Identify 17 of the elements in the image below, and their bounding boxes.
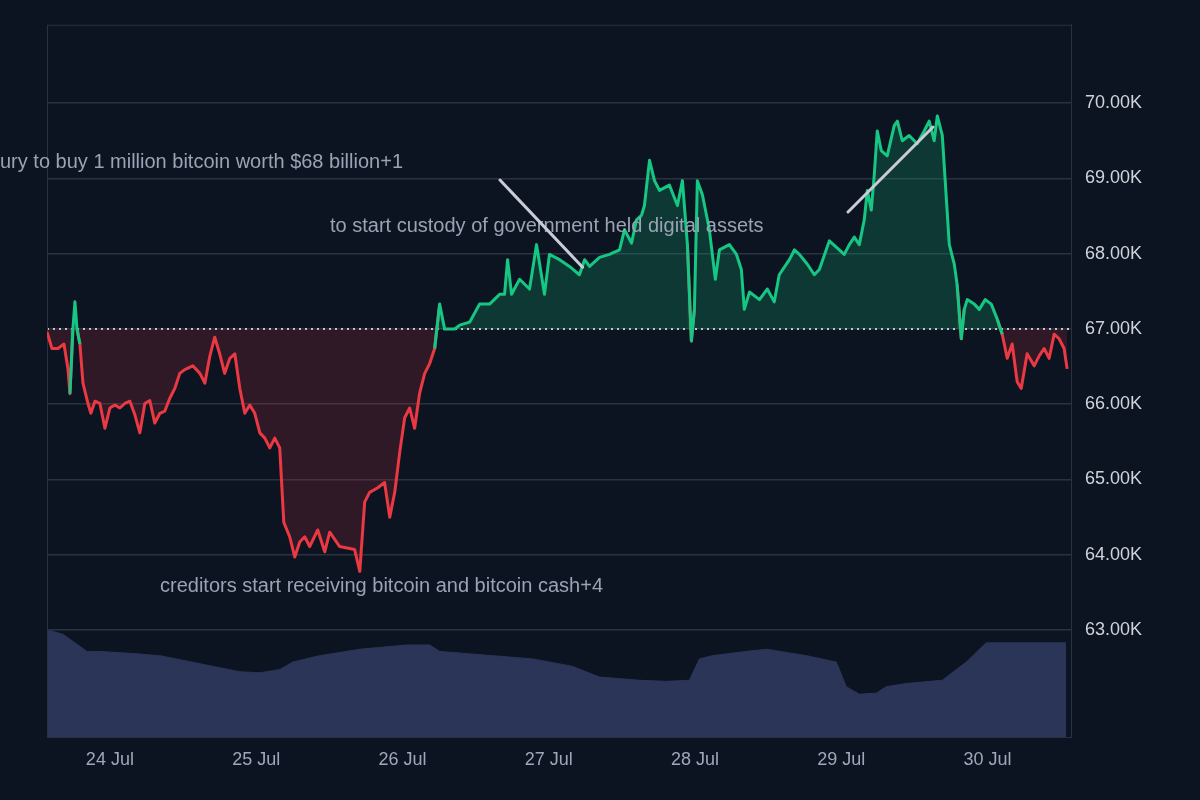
annotation: ury to buy 1 million bitcoin worth $68 billion+1 bbox=[0, 150, 403, 172]
y-tick-label: 69.00K bbox=[1085, 167, 1143, 188]
x-tick-label: 30 Jul bbox=[963, 748, 1012, 769]
x-tick-label: 29 Jul bbox=[817, 748, 866, 769]
y-tick-label: 65.00K bbox=[1085, 468, 1143, 489]
x-tick-label: 27 Jul bbox=[524, 748, 573, 769]
x-tick-label: 25 Jul bbox=[232, 748, 281, 769]
y-tick-label: 67.00K bbox=[1085, 317, 1143, 338]
annotation: creditors start receiving bitcoin and bitcoin cash+4 bbox=[160, 574, 604, 596]
x-tick-label: 28 Jul bbox=[671, 748, 720, 769]
y-tick-label: 66.00K bbox=[1085, 393, 1143, 414]
y-tick-label: 70.00K bbox=[1085, 92, 1143, 113]
y-tick-label: 63.00K bbox=[1085, 619, 1143, 640]
y-tick-label: 68.00K bbox=[1085, 242, 1143, 263]
y-tick-label: 64.00K bbox=[1085, 543, 1143, 564]
x-tick-label: 26 Jul bbox=[378, 748, 427, 769]
x-tick-label: 24 Jul bbox=[85, 748, 134, 769]
